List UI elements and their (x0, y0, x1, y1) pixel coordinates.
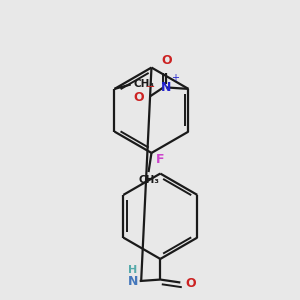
Text: O: O (186, 277, 196, 290)
Text: F: F (156, 153, 165, 166)
Text: N: N (128, 274, 138, 287)
Text: CH₃: CH₃ (138, 175, 159, 185)
Text: O: O (161, 54, 172, 67)
Text: CH₃: CH₃ (133, 80, 154, 89)
Text: +: + (171, 73, 179, 83)
Text: N: N (161, 81, 172, 94)
Text: O: O (133, 91, 144, 104)
Text: H: H (128, 265, 137, 275)
Text: −: − (146, 82, 156, 92)
